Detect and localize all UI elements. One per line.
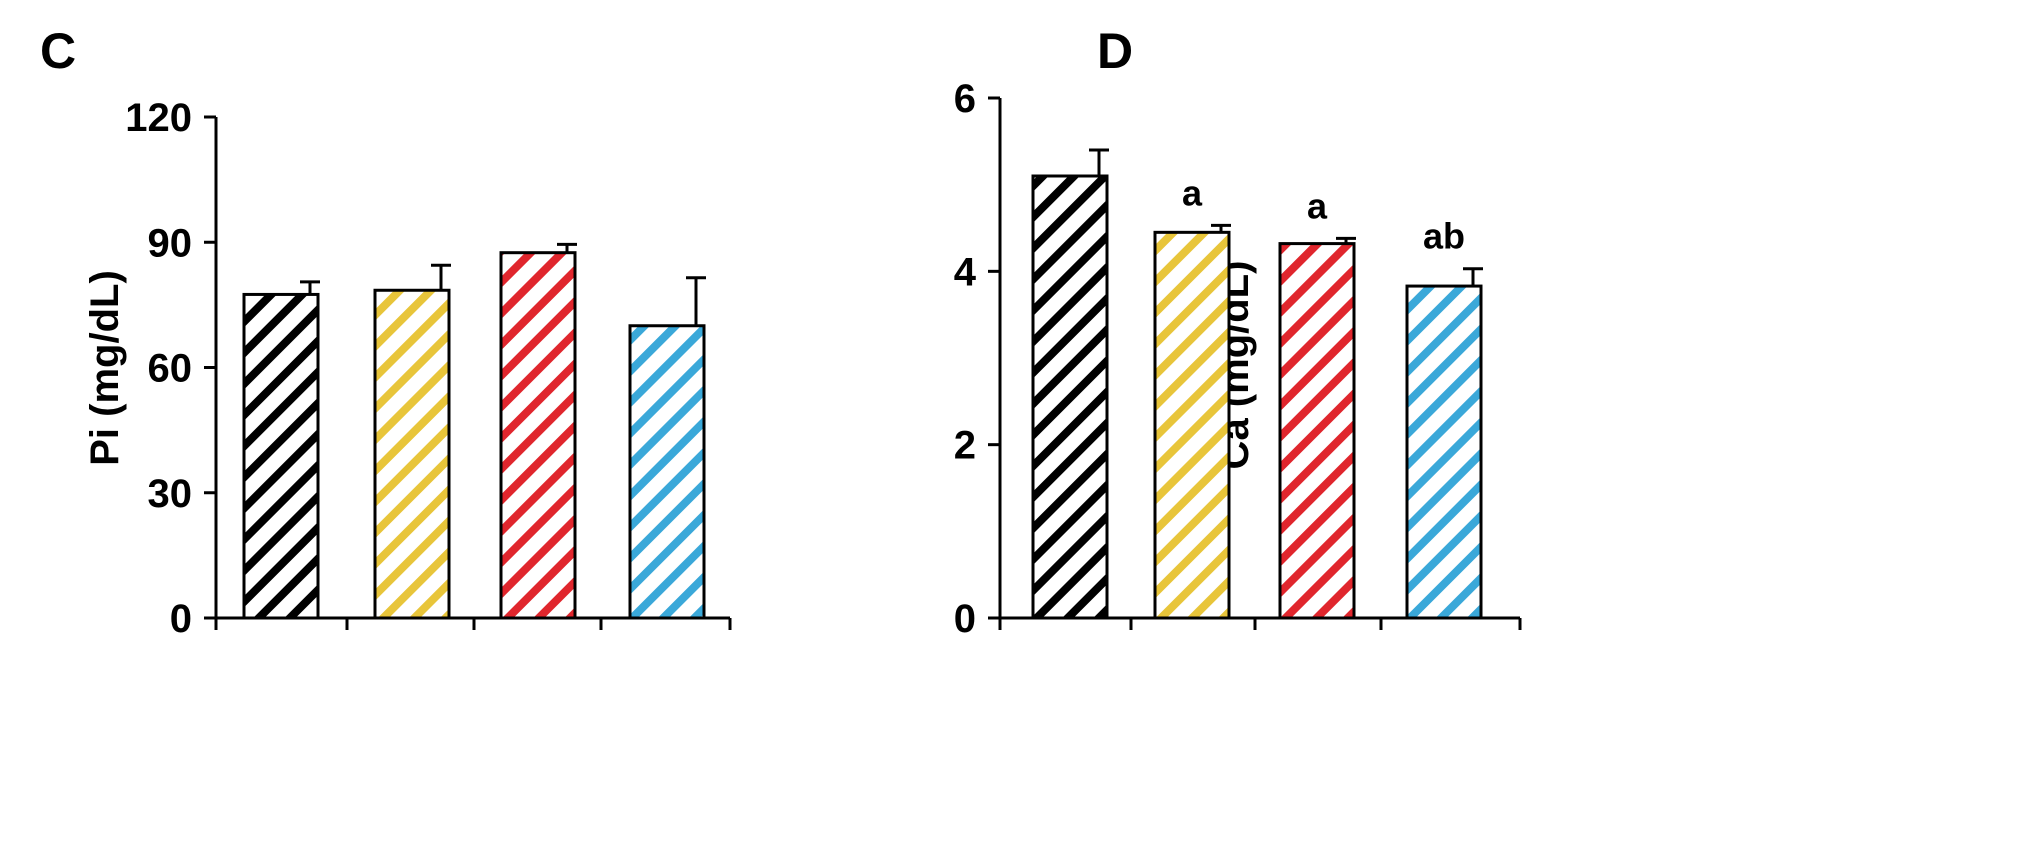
bar	[373, 288, 451, 620]
y-tick-label: 90	[148, 221, 193, 265]
y-axis-title: Pi (mg/dL)	[83, 270, 127, 466]
y-tick-label: 120	[125, 96, 192, 140]
bar	[628, 324, 706, 620]
significance-label: a	[1307, 185, 1328, 226]
y-tick-label: 4	[954, 250, 977, 294]
panel-letter: C	[40, 23, 76, 79]
y-tick-label: 2	[954, 424, 976, 468]
y-tick-label: 30	[148, 472, 193, 516]
significance-label: a	[1182, 172, 1203, 213]
bar	[1153, 230, 1231, 620]
significance-label: ab	[1423, 216, 1465, 257]
y-tick-label: 0	[954, 597, 976, 641]
y-tick-label: 60	[148, 347, 193, 391]
y-tick-label: 6	[954, 77, 976, 121]
bar	[1031, 174, 1109, 620]
chart-panel-c: C 0 30 60 90 120 Pi (mg/dL)	[40, 23, 732, 641]
bar	[242, 292, 320, 620]
panel-letter: D	[1097, 23, 1133, 79]
y-tick-label: 0	[170, 597, 192, 641]
bar	[499, 251, 577, 620]
bar	[1405, 284, 1483, 620]
bar	[1278, 242, 1356, 620]
